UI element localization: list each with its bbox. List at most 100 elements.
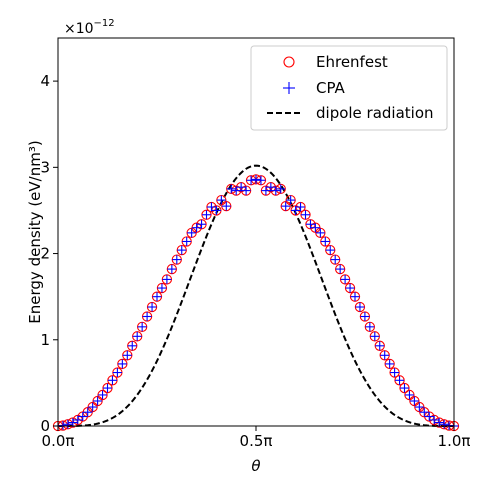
cpa-point: [439, 419, 449, 429]
cpa-point: [325, 245, 335, 255]
cpa-point: [310, 223, 320, 233]
legend-marker-ehrenfest: [283, 56, 295, 68]
legend-marker-cpa: [283, 82, 295, 94]
cpa-point: [429, 415, 439, 425]
cpa-point: [107, 375, 117, 385]
ehrenfest-point: [394, 375, 405, 386]
ehrenfest-point: [156, 282, 168, 294]
legend-label-dipole: dipole radiation: [316, 104, 434, 122]
cpa-point: [206, 202, 216, 212]
ehrenfest-point: [132, 331, 143, 342]
cpa-point: [370, 331, 380, 341]
cpa-point: [182, 236, 192, 246]
cpa-point: [419, 407, 429, 417]
cpa-point: [355, 302, 365, 312]
ehrenfest-point: [399, 382, 410, 394]
cpa-point: [414, 402, 424, 412]
ehrenfest-point: [136, 321, 148, 332]
ehrenfest-point: [280, 200, 291, 212]
ehrenfest-point: [285, 194, 296, 206]
cpa-point: [301, 210, 310, 220]
ehrenfest-point: [97, 389, 108, 401]
cpa-point: [315, 228, 325, 238]
ehrenfest-point: [171, 254, 182, 265]
ehrenfest-point: [166, 263, 177, 275]
ehrenfest-point: [201, 209, 212, 220]
ehrenfest-point: [379, 350, 390, 361]
cpa-point: [390, 368, 400, 378]
cpa-point: [246, 175, 256, 185]
cpa-point: [286, 195, 296, 205]
x-tick-label: 1.0π: [438, 432, 471, 450]
ehrenfest-point: [102, 382, 113, 394]
cpa-point: [241, 186, 251, 196]
cpa-point: [221, 201, 231, 211]
ehrenfest-point: [87, 401, 98, 413]
y-tick-label: 0: [40, 417, 50, 435]
cpa-point: [256, 175, 266, 185]
axis-ticks: 0.0π 0.5π 1.0π 0 1 2 3 4: [40, 72, 470, 450]
ehrenfest-point: [117, 358, 128, 370]
cpa-point: [147, 302, 157, 312]
ehrenfest-point: [315, 227, 326, 239]
ehrenfest-point: [216, 194, 227, 206]
cpa-point: [122, 350, 132, 360]
cpa-point: [112, 368, 122, 378]
ehrenfest-point: [404, 389, 415, 401]
cpa-point: [409, 396, 419, 406]
cpa-point: [137, 322, 147, 332]
cpa-point: [127, 341, 137, 351]
cpa-point: [187, 228, 197, 238]
cpa-point: [395, 375, 405, 385]
cpa-point: [340, 274, 350, 284]
cpa-point: [320, 236, 330, 246]
y-axis-label: Energy density (eV/nm³): [26, 140, 44, 323]
cpa-point: [271, 186, 281, 196]
legend: Ehrenfest CPA dipole radiation: [250, 45, 448, 131]
ehrenfest-point: [300, 209, 311, 220]
ehrenfest-point: [127, 340, 138, 351]
ehrenfest-point: [334, 263, 346, 275]
offset-exponent: −12: [94, 18, 115, 29]
ehrenfest-point: [330, 254, 341, 265]
cpa-point: [375, 341, 385, 351]
cpa-point: [73, 415, 83, 425]
ehrenfest-point: [369, 331, 380, 342]
cpa-point: [83, 407, 93, 417]
cpa-point: [424, 412, 434, 422]
cpa-point: [296, 202, 306, 212]
cpa-point: [162, 274, 172, 284]
cpa-point: [261, 186, 271, 196]
cpa-point: [177, 245, 187, 255]
y-tick-label: 3: [40, 158, 50, 176]
cpa-point: [281, 201, 291, 211]
cpa-point: [172, 255, 182, 265]
cpa-point: [360, 312, 370, 321]
ehrenfest-point: [176, 244, 187, 256]
cpa-point: [132, 331, 142, 341]
cpa-point: [345, 283, 355, 293]
ehrenfest-point: [320, 236, 331, 247]
cpa-point: [167, 264, 177, 274]
ehrenfest-point: [354, 301, 366, 313]
ehrenfest-point: [325, 244, 336, 256]
ehrenfest-point: [92, 395, 103, 407]
cpa-point: [211, 205, 221, 215]
cpa-point: [251, 174, 261, 184]
ehrenfest-point: [161, 274, 173, 285]
ehrenfest-point: [146, 301, 158, 313]
ehrenfest-point: [112, 367, 123, 378]
cpa-point: [385, 359, 395, 369]
ehrenfest-point: [349, 291, 361, 302]
cpa-point: [266, 182, 276, 192]
dipole-radiation-line: [58, 164, 454, 427]
cpa-point: [350, 292, 360, 302]
cpa-point: [93, 396, 103, 406]
y-tick-label: 1: [40, 331, 50, 349]
ehrenfest-point: [409, 395, 420, 407]
offset-base: ×10: [64, 21, 94, 37]
ehrenfest-point: [141, 311, 153, 322]
y-axis-offset-text: ×10−12: [64, 18, 115, 37]
cpa-point: [157, 283, 167, 293]
cpa-point: [202, 210, 211, 220]
